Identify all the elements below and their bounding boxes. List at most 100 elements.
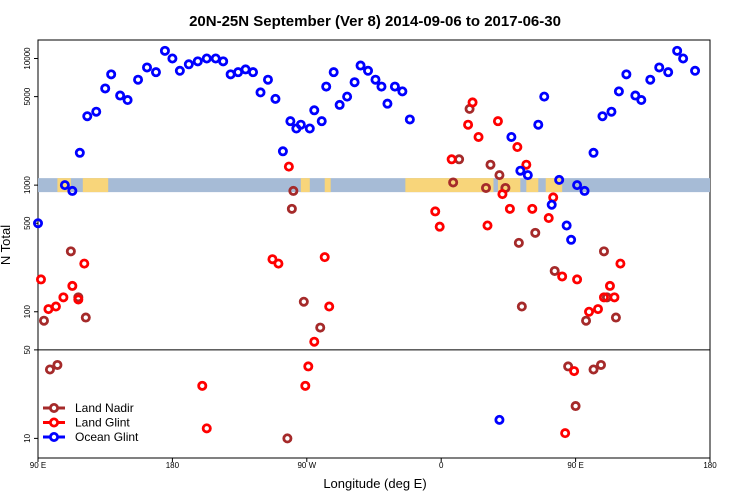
map-band-land-segment: [545, 178, 563, 193]
point-land-glint: [58, 292, 69, 303]
point-land-glint: [283, 161, 294, 172]
point-ocean-glint: [133, 74, 144, 85]
legend-marker-ocean-glint: [49, 431, 60, 442]
y-axis: 10 50 100 500 1000 5000 10000: [23, 47, 38, 443]
point-land-glint: [504, 203, 515, 214]
x-tick-label: 90 E: [30, 461, 46, 470]
y-tick-label: 10000: [23, 47, 32, 70]
point-land-glint: [324, 301, 335, 312]
point-ocean-glint: [690, 65, 701, 76]
point-ocean-glint: [167, 53, 178, 64]
point-ocean-glint: [554, 174, 565, 185]
y-tick-label: 500: [23, 216, 32, 230]
point-ocean-glint: [33, 218, 44, 229]
point-ocean-glint: [248, 67, 259, 78]
point-land-nadir: [598, 246, 609, 257]
point-ocean-glint: [106, 69, 117, 80]
point-ocean-glint: [404, 114, 415, 125]
point-ocean-glint: [122, 95, 133, 106]
point-ocean-glint: [142, 62, 153, 73]
point-ocean-glint: [285, 116, 296, 127]
point-ocean-glint: [389, 81, 400, 92]
point-ocean-glint: [91, 106, 102, 117]
map-band-land-segment: [526, 178, 539, 193]
point-ocean-glint: [636, 95, 647, 106]
legend-label-ocean-glint: Ocean Glint: [75, 430, 139, 444]
point-ocean-glint: [533, 119, 544, 130]
point-ocean-glint: [606, 106, 617, 117]
point-land-glint: [35, 274, 46, 285]
legend-label-land-nadir: Land Nadir: [75, 401, 134, 415]
data-points: [33, 45, 701, 444]
point-ocean-glint: [382, 98, 393, 109]
point-land-glint: [303, 361, 314, 372]
point-ocean-glint: [192, 56, 203, 67]
point-ocean-glint: [115, 90, 126, 101]
y-axis-label: N Total: [0, 225, 13, 265]
point-ocean-glint: [270, 93, 281, 104]
point-ocean-glint: [159, 45, 170, 56]
point-land-glint: [569, 366, 580, 377]
point-ocean-glint: [370, 74, 381, 85]
point-land-glint: [197, 380, 208, 391]
point-land-glint: [609, 292, 620, 303]
point-land-nadir: [563, 361, 574, 372]
point-land-nadir: [480, 182, 491, 193]
point-ocean-glint: [316, 116, 327, 127]
point-land-glint: [201, 423, 212, 434]
point-ocean-glint: [295, 119, 306, 130]
point-ocean-glint: [334, 99, 345, 110]
point-ocean-glint: [59, 180, 70, 191]
point-ocean-glint: [539, 91, 550, 102]
map-band-land-segment: [324, 178, 331, 193]
point-land-glint: [309, 336, 320, 347]
point-ocean-glint: [355, 60, 366, 71]
point-ocean-glint: [546, 199, 557, 210]
point-ocean-glint: [645, 74, 656, 85]
point-land-nadir: [65, 246, 76, 257]
y-tick-label: 5000: [23, 87, 32, 105]
point-ocean-glint: [397, 86, 408, 97]
point-ocean-glint: [678, 53, 689, 64]
point-land-glint: [560, 428, 571, 439]
point-land-nadir: [581, 315, 592, 326]
point-ocean-glint: [613, 86, 624, 97]
map-band-land-segment: [82, 178, 109, 193]
x-axis-label: Longitude (deg E): [323, 476, 426, 491]
x-tick-label: 90 W: [297, 461, 316, 470]
point-land-glint: [300, 380, 311, 391]
point-ocean-glint: [74, 147, 85, 158]
point-land-glint: [593, 304, 604, 315]
point-land-nadir: [315, 322, 326, 333]
point-ocean-glint: [150, 67, 161, 78]
point-land-glint: [473, 131, 484, 142]
point-land-nadir: [80, 312, 91, 323]
point-land-nadir: [570, 401, 581, 412]
point-land-glint: [543, 213, 554, 224]
x-tick-label: 90 E: [567, 461, 583, 470]
map-band-land-segment: [300, 178, 310, 193]
point-ocean-glint: [621, 69, 632, 80]
point-land-nadir: [549, 265, 560, 276]
point-land-glint: [557, 271, 568, 282]
point-land-glint: [430, 206, 441, 217]
point-land-glint: [512, 142, 523, 153]
point-land-glint: [584, 306, 595, 317]
point-ocean-glint: [579, 185, 590, 196]
x-tick-label: 180: [703, 461, 717, 470]
point-ocean-glint: [494, 414, 505, 425]
point-ocean-glint: [304, 123, 315, 134]
point-land-nadir: [588, 364, 599, 375]
x-axis: 90 E 180 90 W 0 90 E 180: [30, 458, 717, 470]
y-tick-label: 10: [23, 433, 32, 442]
point-land-nadir: [610, 312, 621, 323]
point-land-glint: [273, 258, 284, 269]
point-land-glint: [467, 97, 478, 108]
point-land-nadir: [530, 227, 541, 238]
y-tick-label: 50: [23, 345, 32, 354]
point-land-glint: [319, 252, 330, 263]
point-land-glint: [527, 203, 538, 214]
point-land-glint: [497, 189, 508, 200]
point-land-nadir: [513, 237, 524, 248]
